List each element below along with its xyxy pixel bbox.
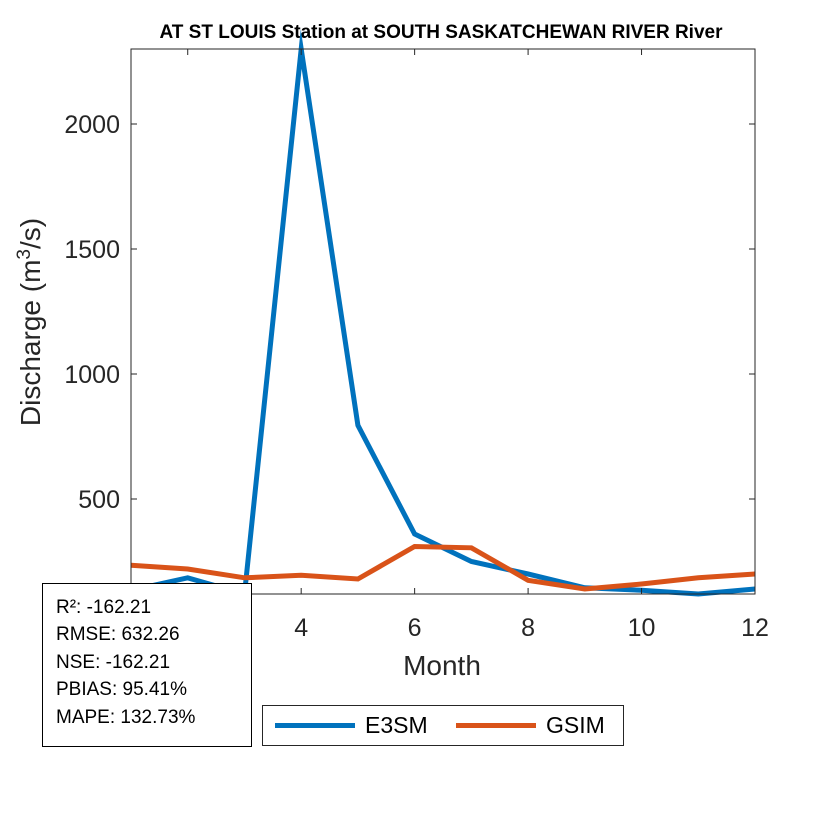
chart-title: AT ST LOUIS Station at SOUTH SASKATCHEWA… xyxy=(159,22,723,43)
x-tick-label-12: 12 xyxy=(741,614,769,642)
series-line-e3sm xyxy=(130,29,756,598)
y-axis-label-superscript: 3 xyxy=(14,249,35,260)
legend-swatch-gsim xyxy=(456,723,536,728)
y-tick-label-500: 500 xyxy=(78,486,120,514)
legend-item-e3sm: E3SM xyxy=(275,706,428,745)
x-axis-label: Month xyxy=(403,650,481,681)
x-tick-label-8: 8 xyxy=(521,614,535,642)
series-line-gsim xyxy=(130,543,756,592)
y-axis-label-tail: /s) xyxy=(15,218,46,249)
legend-swatch-e3sm xyxy=(275,723,355,728)
legend: E3SM GSIM xyxy=(262,705,624,746)
x-tick-label-6: 6 xyxy=(408,614,422,642)
y-tick-label-1000: 1000 xyxy=(64,361,120,389)
y-axis-label: Discharge (m3/s) xyxy=(14,218,46,426)
mape-value: MAPE: 132.73% xyxy=(56,706,196,728)
y-tick-label-1500: 1500 xyxy=(64,236,120,264)
x-tick-label-10: 10 xyxy=(628,614,656,642)
legend-label-e3sm: E3SM xyxy=(365,712,428,738)
y-tick-label-2000: 2000 xyxy=(64,111,120,139)
x-tick-label-4: 4 xyxy=(294,614,308,642)
plot-frame xyxy=(130,48,756,595)
rmse-value: RMSE: 632.26 xyxy=(56,624,180,646)
metrics-box: R²: -162.21 RMSE: 632.26 NSE: -162.21 PB… xyxy=(42,583,252,747)
legend-label-gsim: GSIM xyxy=(546,712,605,738)
pbias-value: PBIAS: 95.41% xyxy=(56,679,187,701)
nse-value: NSE: -162.21 xyxy=(56,651,171,673)
legend-item-gsim: GSIM xyxy=(456,706,605,745)
r2-value: R²: -162.21 xyxy=(56,597,152,618)
y-axis-label-main: Discharge (m xyxy=(15,260,46,426)
